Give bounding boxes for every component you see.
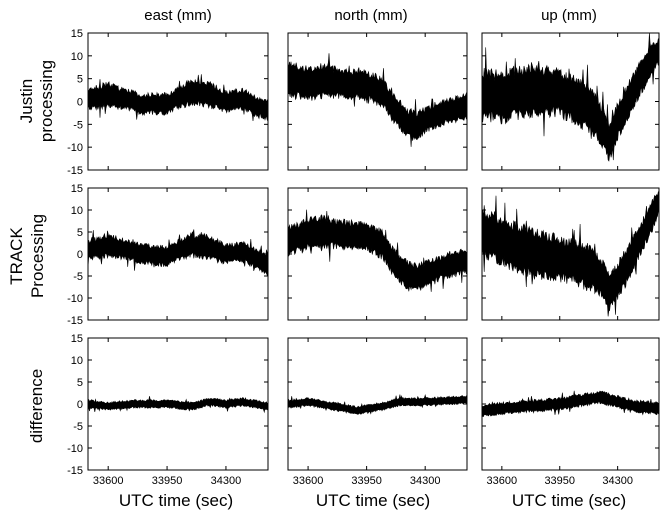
y-tick-label: 0	[77, 399, 83, 411]
y-tick-label: 10	[71, 355, 83, 367]
y-tick-label: 5	[77, 377, 83, 389]
y-tick-label: 0	[77, 97, 83, 109]
panel-justin-north	[287, 32, 468, 171]
panel-justin-east: -15 -10 -5 0 5 10 15	[67, 28, 269, 177]
x-tick-label: 33950	[351, 475, 382, 487]
x-tick-label: 33600	[487, 475, 518, 487]
x-tick-label: 33600	[293, 475, 324, 487]
series-trace	[481, 390, 660, 417]
y-tick-label: 15	[71, 333, 83, 345]
y-tick-label: 5	[77, 227, 83, 239]
y-tick-label: -10	[67, 443, 83, 455]
row-labels: Justin processing TRACK Processing diffe…	[7, 60, 56, 443]
row-label-justin-line2: processing	[37, 60, 56, 142]
column-titles: east (mm) north (mm) up (mm)	[144, 7, 597, 24]
row-label-justin-line1: Justin	[17, 79, 36, 123]
y-tick-label: -5	[73, 271, 83, 283]
series-trace	[87, 396, 269, 414]
y-tick-label: -5	[73, 119, 83, 131]
series-trace	[87, 74, 269, 123]
x-axis-label-north: UTC time (sec)	[316, 491, 430, 510]
panel-track-up	[481, 187, 660, 321]
panel-track-north	[287, 187, 468, 321]
y-tick-label: 0	[77, 249, 83, 261]
row-label-difference: difference	[27, 369, 46, 443]
y-tick-label: -10	[67, 293, 83, 305]
series-trace	[481, 32, 660, 162]
panel-difference-north: 33600 33950 34300	[287, 337, 468, 487]
x-tick-label: 34300	[211, 475, 242, 487]
series-trace	[287, 209, 468, 292]
y-tick-label: 10	[71, 51, 83, 63]
x-axis-label-east: UTC time (sec)	[119, 491, 233, 510]
y-tick-label: -10	[67, 142, 83, 154]
y-tick-label: -5	[73, 421, 83, 433]
x-tick-label: 34300	[602, 475, 633, 487]
panel-justin-up	[481, 32, 660, 171]
x-axis-labels: UTC time (sec) UTC time (sec) UTC time (…	[119, 491, 626, 510]
row-label-track-line1: TRACK	[7, 227, 26, 285]
column-title-up: up (mm)	[541, 7, 597, 24]
panel-difference-up: 33600 33950 34300	[481, 337, 660, 487]
y-tick-label: 15	[71, 183, 83, 195]
y-tick-label: 15	[71, 28, 83, 40]
panel-grid: -15 -10 -5 0 5 10 15 -15 -10 -5 0 5 10 15 -15 -10 -5 0 5 10…	[67, 28, 660, 487]
panel-difference-east: -15 -10 -5 0 5 10 15 33600 33950 34300	[67, 333, 269, 487]
row-label-track-line2: Processing	[28, 214, 47, 298]
series-trace	[287, 53, 468, 147]
x-tick-label: 33950	[152, 475, 183, 487]
x-tick-label: 33950	[544, 475, 575, 487]
column-title-north: north (mm)	[334, 7, 407, 24]
y-tick-label: 5	[77, 74, 83, 86]
y-tick-label: -15	[67, 465, 83, 477]
y-tick-label: -15	[67, 165, 83, 177]
series-trace	[481, 191, 660, 317]
y-tick-label: -15	[67, 315, 83, 327]
x-tick-label: 33600	[93, 475, 124, 487]
series-trace	[287, 394, 468, 415]
column-title-east: east (mm)	[144, 7, 212, 24]
panel-track-east: -15 -10 -5 0 5 10 15	[67, 183, 269, 327]
x-axis-label-up: UTC time (sec)	[512, 491, 626, 510]
series-trace	[87, 229, 269, 277]
y-tick-label: 10	[71, 205, 83, 217]
x-tick-label: 34300	[410, 475, 441, 487]
